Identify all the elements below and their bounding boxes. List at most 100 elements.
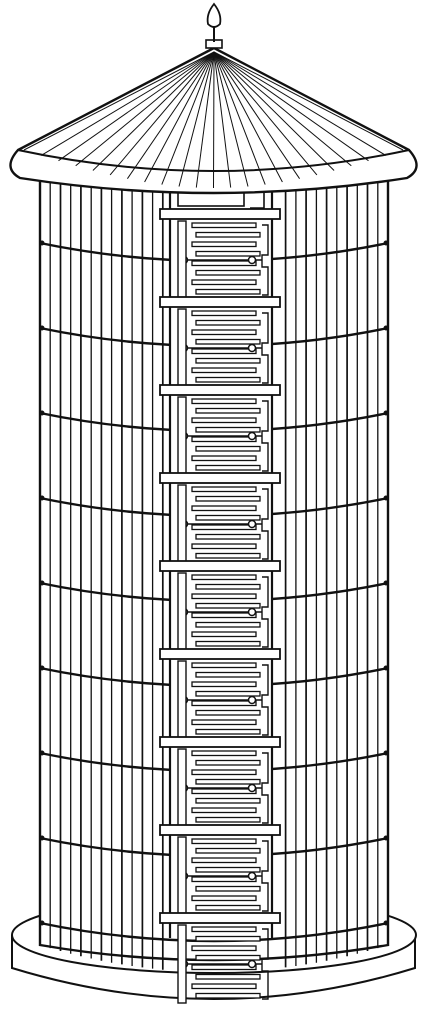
door-stile-right — [261, 928, 269, 1000]
door-frame-bar — [159, 208, 281, 220]
silo-roof — [9, 46, 418, 195]
door-slat — [195, 728, 261, 735]
door-stile-left — [177, 308, 187, 388]
door-stile-left — [177, 220, 187, 300]
door-slat — [191, 417, 257, 424]
door-slat — [191, 926, 257, 933]
door-slat — [191, 838, 257, 845]
door-slat — [191, 260, 257, 267]
finial-knob — [206, 2, 222, 28]
door-slat — [191, 788, 257, 795]
door-slat — [195, 709, 261, 716]
door-slat — [191, 612, 257, 619]
roof-rib — [213, 51, 283, 183]
hoop-lug — [383, 665, 389, 671]
roof-rib — [75, 51, 215, 167]
hoop-lug — [39, 920, 45, 926]
roof-rib — [58, 51, 215, 162]
door-bolt-knob — [247, 695, 257, 705]
door-slat — [191, 945, 257, 952]
door-stile-right — [261, 840, 269, 912]
door-slat — [195, 847, 261, 854]
door-bolt-knob — [247, 431, 257, 441]
roof-rib — [213, 51, 404, 151]
hoop-lug — [383, 495, 389, 501]
silo-staves — [49, 158, 379, 970]
door-slat — [191, 681, 257, 688]
hoop-lug — [383, 835, 389, 841]
door-bolt-knob — [247, 783, 257, 793]
hoop-lug — [39, 665, 45, 671]
roof-rib — [213, 51, 318, 176]
door-slat — [195, 935, 261, 942]
door-slat — [195, 464, 261, 471]
door-frame-bar — [159, 384, 281, 396]
door-slat — [191, 222, 257, 229]
door-slat — [195, 338, 261, 345]
door-slat — [195, 904, 261, 911]
door-slat — [191, 857, 257, 864]
door-slat — [195, 231, 261, 238]
door-slat — [195, 426, 261, 433]
door-bolt-knob — [247, 607, 257, 617]
door-slat — [195, 759, 261, 766]
door-slat — [195, 640, 261, 647]
hoop-lug — [383, 920, 389, 926]
hoop-lug — [383, 750, 389, 756]
door-stile-left — [177, 748, 187, 828]
door-bolt-knob — [247, 959, 257, 969]
door-slat — [191, 310, 257, 317]
silo-finial — [205, 2, 223, 49]
door-stile-right — [261, 576, 269, 648]
door-frame-bar — [159, 648, 281, 660]
door-bolt-knob — [247, 519, 257, 529]
door-slat — [191, 543, 257, 550]
roof-rib — [213, 51, 249, 187]
door-bolt-knob — [247, 343, 257, 353]
door-slat — [191, 279, 257, 286]
door-slat — [195, 602, 261, 609]
door-slat — [191, 700, 257, 707]
door-slat — [195, 319, 261, 326]
door-slat — [195, 671, 261, 678]
door-stile-left — [177, 836, 187, 916]
door-stile-right — [261, 400, 269, 472]
door-frame-bar — [159, 912, 281, 924]
door-stile-right — [261, 224, 269, 296]
door-slat — [195, 288, 261, 295]
door-stile-left — [177, 484, 187, 564]
door-slat — [191, 662, 257, 669]
door-slat — [191, 876, 257, 883]
door-frame-bar — [159, 472, 281, 484]
door-slat — [191, 719, 257, 726]
door-slat — [195, 533, 261, 540]
roof-rib — [109, 51, 215, 176]
roof-rib — [213, 51, 215, 189]
roof-rib — [195, 51, 215, 188]
door-slat — [195, 445, 261, 452]
roof-rib — [213, 51, 387, 156]
roof-rib — [213, 51, 301, 179]
door-slat — [191, 348, 257, 355]
door-bolt-knob — [247, 255, 257, 265]
hoop-lug — [383, 240, 389, 246]
door-slat — [191, 574, 257, 581]
door-frame-bar — [159, 824, 281, 836]
hoop-lug — [383, 325, 389, 331]
door-slat — [195, 816, 261, 823]
door-slat — [191, 367, 257, 374]
hoop-lug — [39, 325, 45, 331]
door-slat — [191, 964, 257, 971]
door-frame-bar — [159, 560, 281, 572]
roof-rib — [213, 51, 232, 188]
door-stile-right — [261, 752, 269, 824]
door-frame-bar — [159, 736, 281, 748]
door-slat — [195, 797, 261, 804]
door-stile-left — [177, 396, 187, 476]
roof-rib — [213, 51, 335, 171]
door-slat — [191, 750, 257, 757]
hoop-lug — [39, 240, 45, 246]
roof-rib — [92, 51, 215, 171]
hoop-lug — [383, 580, 389, 586]
